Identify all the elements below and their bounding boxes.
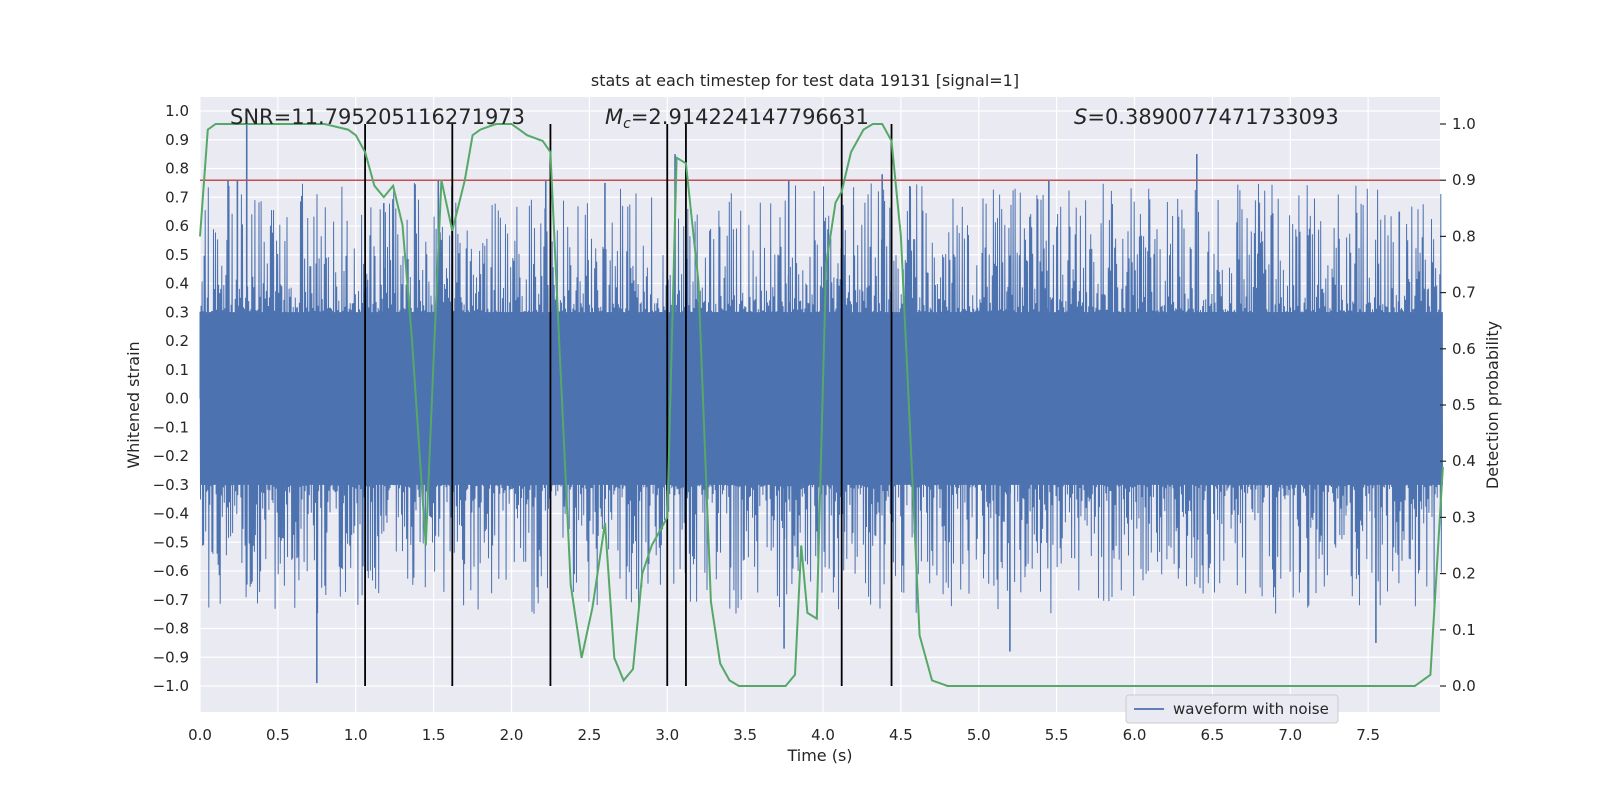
y-tick-label-0: 1.0 (165, 102, 189, 120)
x-tick-label-15: 7.5 (1356, 726, 1380, 744)
y2-tick-label-2: 0.8 (1452, 227, 1476, 245)
y-tick-label-4: 0.6 (165, 217, 189, 235)
x-tick-label-3: 1.5 (422, 726, 446, 744)
y2-tick-label-7: 0.3 (1452, 508, 1476, 526)
snr-annotation: SNR=11.795205116271973 (230, 105, 525, 129)
x-tick-label-2: 1.0 (344, 726, 368, 744)
x-tick-label-13: 6.5 (1200, 726, 1224, 744)
y-axis-label: Whitened strain (124, 341, 143, 468)
y2-axis-ticks: 1.0 0.9 0.8 0.7 0.6 0.5 0.4 0.3 0.2 0.1 0.0 (1440, 115, 1476, 695)
probability-series (199, 123, 1444, 687)
legend-label-waveform: waveform with noise (1173, 700, 1329, 718)
s-symbol: S (1074, 105, 1087, 129)
y2-tick-label-4: 0.6 (1452, 340, 1476, 358)
y2-tick-label-3: 0.7 (1452, 284, 1476, 302)
y-tick-label-19: −0.9 (153, 648, 189, 666)
s-annotation: S=0.3890077471733093 (1074, 105, 1339, 129)
y2-axis-label: Detection probability (1483, 321, 1502, 489)
legend-box (1125, 694, 1339, 724)
probability-line (199, 123, 1444, 687)
y-tick-label-7: 0.3 (165, 303, 189, 321)
event-lines (364, 124, 893, 686)
chart-title: stats at each timestep for test data 191… (591, 71, 1019, 90)
y-tick-label-16: −0.6 (153, 562, 189, 580)
y2-tick-label-6: 0.4 (1452, 452, 1476, 470)
y2-tick-label-0: 1.0 (1452, 115, 1476, 133)
x-tick-label-5: 2.5 (577, 726, 601, 744)
x-tick-label-4: 2.0 (500, 726, 524, 744)
y-tick-label-2: 0.8 (165, 160, 189, 178)
y-tick-label-15: −0.5 (153, 533, 189, 551)
y-tick-label-20: −1.0 (153, 677, 189, 695)
y-tick-label-11: −0.1 (153, 418, 189, 436)
x-tick-label-8: 4.0 (811, 726, 835, 744)
x-tick-label-14: 7.0 (1278, 726, 1302, 744)
y-tick-label-1: 0.9 (165, 131, 189, 149)
y-tick-label-6: 0.4 (165, 275, 189, 293)
x-tick-label-0: 0.0 (188, 726, 212, 744)
x-tick-label-9: 4.5 (889, 726, 913, 744)
y-tick-label-12: −0.2 (153, 447, 189, 465)
y2-tick-label-9: 0.1 (1452, 621, 1476, 639)
y-tick-label-8: 0.2 (165, 332, 189, 350)
s-value: =0.3890077471733093 (1087, 105, 1338, 129)
legend: waveform with noise (1125, 694, 1339, 724)
chirp-mass-symbol: M (605, 105, 623, 129)
y-tick-label-5: 0.5 (165, 246, 189, 264)
y-tick-label-13: −0.3 (153, 476, 189, 494)
x-tick-label-6: 3.0 (655, 726, 679, 744)
y-tick-label-14: −0.4 (153, 505, 189, 523)
x-tick-label-10: 5.0 (967, 726, 991, 744)
x-axis-label: Time (s) (786, 746, 852, 765)
x-tick-label-1: 0.5 (266, 726, 290, 744)
y2-tick-label-5: 0.5 (1452, 396, 1476, 414)
x-tick-label-7: 3.5 (733, 726, 757, 744)
x-axis-ticks: 0.0 0.5 1.0 1.5 2.0 2.5 3.0 3.5 4.0 4.5 5.0 5.5 6.0 6… (188, 726, 1380, 744)
y-tick-label-9: 0.1 (165, 361, 189, 379)
x-tick-label-11: 5.5 (1045, 726, 1069, 744)
x-tick-label-12: 6.0 (1123, 726, 1147, 744)
y-tick-label-18: −0.8 (153, 620, 189, 638)
y-tick-label-17: −0.7 (153, 591, 189, 609)
y-tick-label-3: 0.7 (165, 188, 189, 206)
chirp-mass-subscript: c (623, 116, 631, 132)
y2-tick-label-1: 0.9 (1452, 171, 1476, 189)
y-axis-ticks: 1.0 0.9 0.8 0.7 0.6 0.5 0.4 0.3 0.2 0.1 0.0 −0.1 −0.… (153, 102, 189, 695)
chirp-mass-annotation: Mc=2.914224147796631 (605, 105, 869, 132)
chirp-mass-value: =2.914224147796631 (631, 105, 869, 129)
y-tick-label-10: 0.0 (165, 390, 189, 408)
y2-tick-label-8: 0.2 (1452, 565, 1476, 583)
y2-tick-label-10: 0.0 (1452, 677, 1476, 695)
